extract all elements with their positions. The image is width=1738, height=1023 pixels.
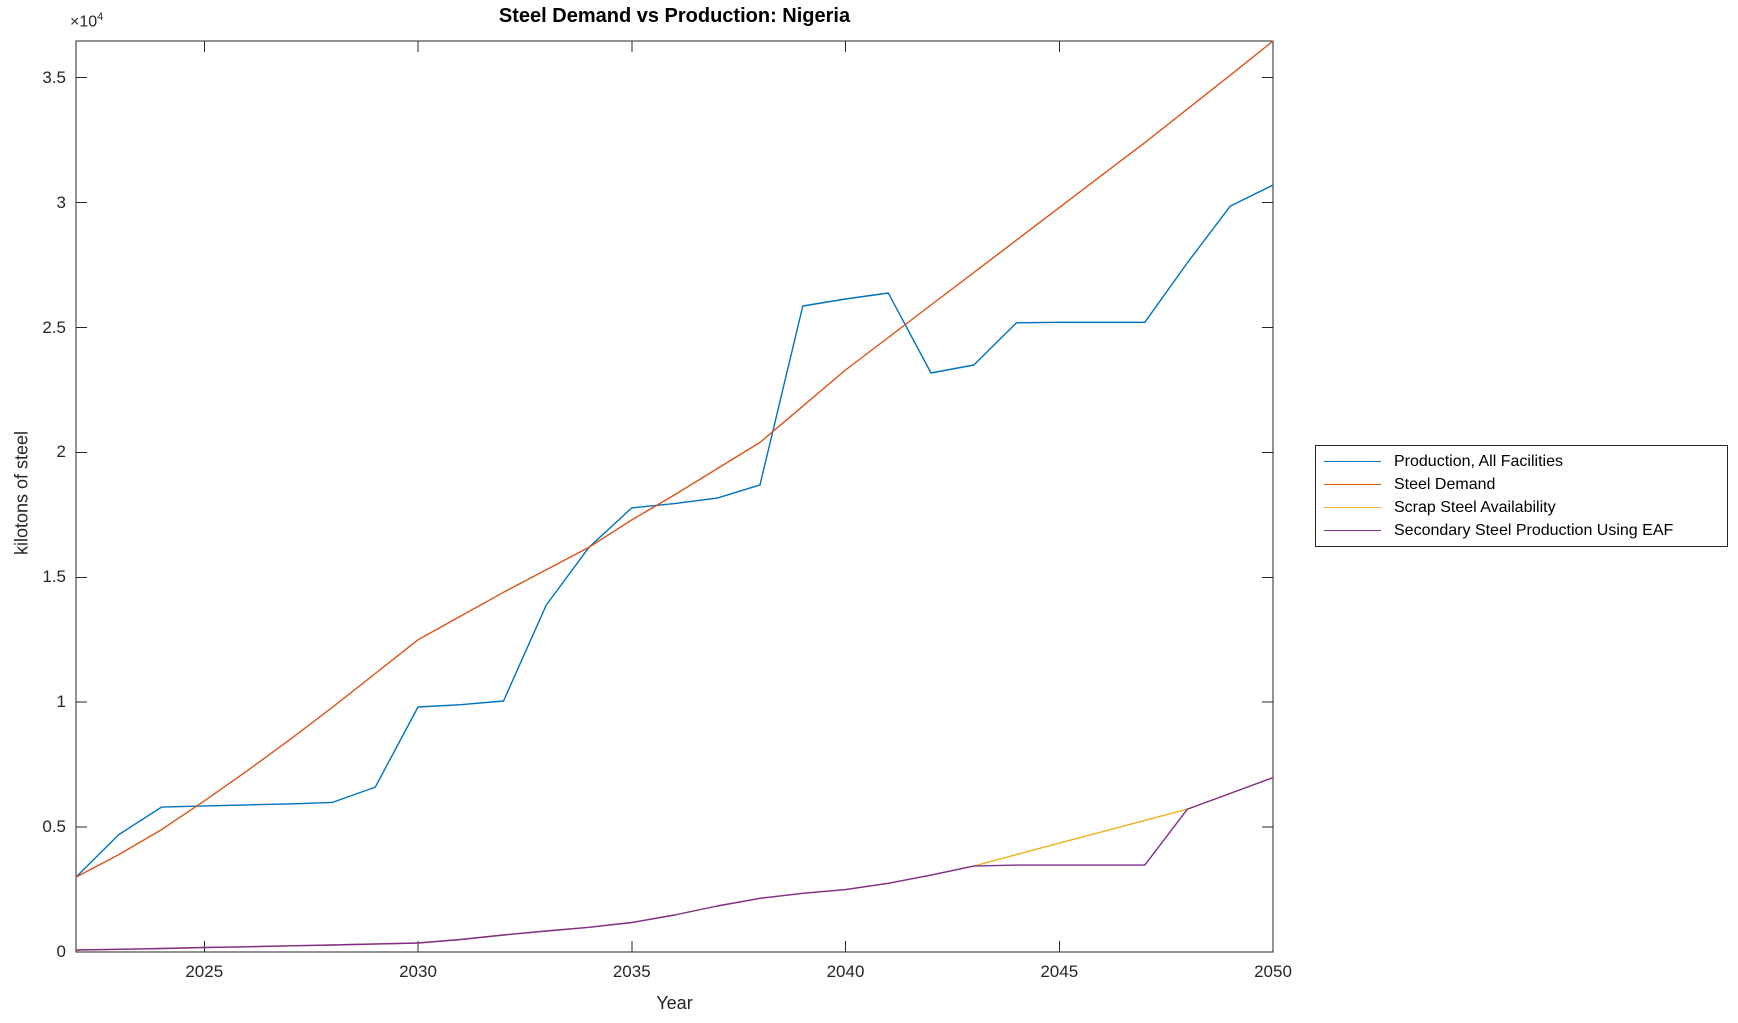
x-tick-label: 2050 <box>1254 962 1292 981</box>
y-tick-label: 0 <box>56 942 66 961</box>
y-axis-multiplier-exponent: 4 <box>97 11 104 23</box>
x-tick-label: 2035 <box>612 962 651 981</box>
legend-label: Scrap Steel Availability <box>1394 498 1556 516</box>
legend-line-sample <box>1324 530 1381 531</box>
x-tick-label: 2025 <box>185 962 224 981</box>
y-axis-multiplier-base: ×10 <box>70 13 98 31</box>
x-tick-label: 2040 <box>826 962 865 981</box>
legend-item: Production, All Facilities <box>1316 451 1727 473</box>
legend: Production, All Facilities Steel Demand Sc… <box>1315 445 1728 547</box>
y-tick-label: 3 <box>56 192 66 212</box>
series-line-scrap-steel-availability <box>75 776 1274 951</box>
y-tick-label: 1.5 <box>42 567 66 587</box>
legend-label: Secondary Steel Production Using EAF <box>1394 521 1674 539</box>
x-tick-label: 2030 <box>399 962 437 981</box>
axes-box <box>75 40 1274 953</box>
legend-label: Steel Demand <box>1394 475 1496 493</box>
y-tick-label: 2.5 <box>42 317 66 337</box>
y-tick-label: 3.5 <box>42 67 66 87</box>
y-tick-label: 2 <box>56 442 66 462</box>
legend-item: Steel Demand <box>1316 474 1727 496</box>
y-tick-label: 0.5 <box>42 817 66 837</box>
legend-label: Production, All Facilities <box>1394 452 1563 470</box>
legend-item: Scrap Steel Availability <box>1316 497 1727 519</box>
series-line-production-all-facilities <box>75 184 1274 878</box>
series-line-secondary-steel-production-using-eaf <box>75 776 1274 951</box>
y-axis-multiplier: ×104 <box>70 11 103 31</box>
series-line-steel-demand <box>75 40 1274 878</box>
legend-line-sample <box>1324 507 1381 508</box>
chart-title: Steel Demand vs Production: Nigeria <box>498 5 851 27</box>
legend-line-sample <box>1324 484 1381 485</box>
y-axis-label: kilotons of steel <box>11 430 32 556</box>
x-axis-label: Year <box>656 993 693 1013</box>
legend-line-sample <box>1324 461 1381 462</box>
legend-item: Secondary Steel Production Using EAF <box>1316 520 1727 542</box>
y-tick-label: 1 <box>56 692 66 712</box>
x-tick-label: 2045 <box>1040 962 1079 981</box>
